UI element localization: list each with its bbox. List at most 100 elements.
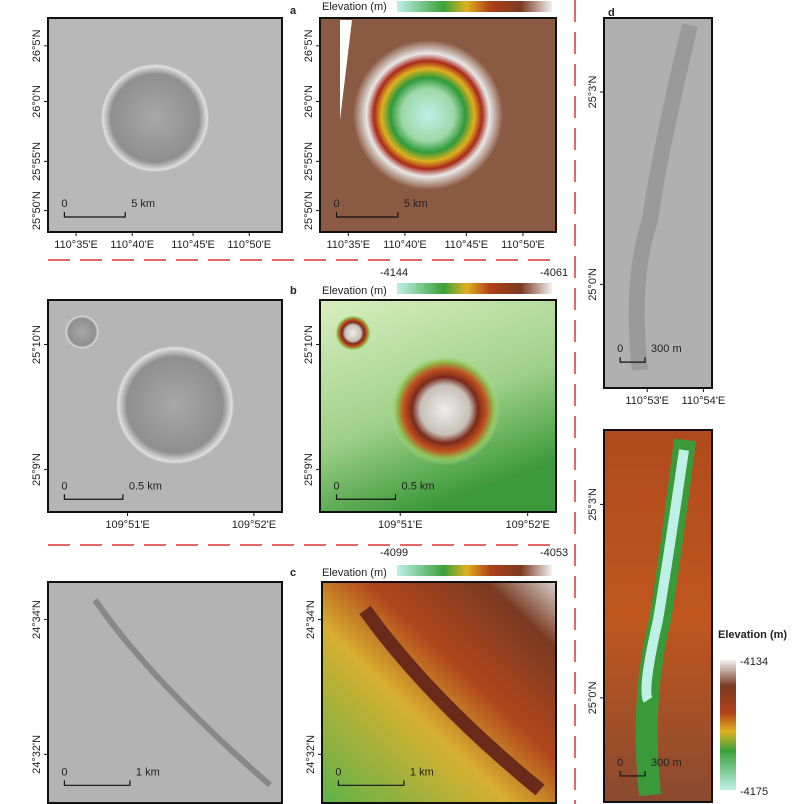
lon-tick-label: 109°52'E	[505, 519, 549, 531]
lat-tick-label: 25°9'N	[31, 453, 43, 486]
frame	[47, 581, 283, 804]
colorbar	[397, 565, 552, 576]
lat-tick-label: 25°50'N	[303, 191, 315, 230]
panel-label: d	[608, 7, 615, 19]
lat-tick-label: 25°50'N	[31, 191, 43, 230]
lat-tick-label: 24°34'N	[31, 600, 43, 639]
lon-tick-label: 110°50'E	[227, 239, 271, 251]
panel-b: b Elevation (m) -4099 -4053	[47, 283, 568, 559]
crater	[65, 315, 99, 349]
lon-tick-label: 110°45'E	[171, 239, 215, 251]
lon-tick-label: 110°45'E	[445, 239, 489, 251]
crater	[335, 315, 371, 351]
panel-label: a	[290, 5, 297, 17]
frame	[319, 17, 557, 233]
crater	[390, 355, 500, 465]
scale-label: 0	[617, 757, 623, 769]
colorbar-title: Elevation (m)	[322, 285, 387, 297]
scale-label: 0	[61, 480, 67, 492]
lat-tick-label: 25°0'N	[587, 268, 599, 301]
scale-bar	[619, 770, 646, 777]
lat-tick-label: 25°3'N	[587, 76, 599, 109]
frame	[319, 299, 557, 513]
lat-tick-label: 24°32'N	[31, 735, 43, 774]
lat-tick-label: 25°0'N	[587, 681, 599, 714]
panel-d: d Elevation (m) -4134 -4175	[603, 7, 787, 803]
colorbar-min: -4175	[740, 786, 768, 798]
scale-label: 0	[61, 198, 67, 210]
channel-floor	[641, 449, 689, 703]
panel-c: c Elevation (m)	[47, 565, 557, 804]
scale-label: 0	[333, 198, 339, 210]
lat-tick-label: 26°5'N	[31, 29, 43, 62]
colorbar	[397, 283, 552, 294]
lat-tick-label: 25°3'N	[587, 488, 599, 521]
lon-tick-label: 110°50'E	[501, 239, 545, 251]
lon-tick-label: 110°54'E	[682, 395, 726, 407]
scale-bar	[335, 494, 397, 500]
scale-bar	[63, 494, 124, 500]
lat-tick-label: 25°9'N	[303, 453, 315, 486]
frame	[603, 429, 713, 803]
panel-label: b	[290, 285, 297, 297]
lon-tick-label: 110°40'E	[383, 239, 427, 251]
crater	[353, 40, 503, 190]
scale-label: 0.5 km	[129, 480, 162, 492]
lon-tick-label: 109°51'E	[105, 519, 149, 531]
scale-label: 0	[335, 766, 341, 778]
scale-label: 5 km	[131, 198, 155, 210]
lat-tick-label: 25°55'N	[31, 142, 43, 181]
colorbar-title: Elevation (m)	[322, 567, 387, 579]
channel	[92, 598, 272, 788]
lat-tick-label: 24°34'N	[305, 600, 317, 639]
colorbar-max: -4053	[540, 547, 568, 559]
scale-bar	[63, 212, 126, 218]
crater	[115, 345, 235, 465]
lon-tick-label: 110°40'E	[110, 239, 154, 251]
scale-label: 1 km	[410, 766, 434, 778]
colorbar-min: -4144	[380, 267, 408, 279]
frame	[321, 581, 557, 804]
colorbar-max: -4061	[540, 267, 568, 279]
nodata	[340, 20, 352, 120]
image-map	[48, 582, 282, 803]
colorbar	[720, 660, 736, 790]
frame	[603, 17, 713, 389]
panel-a: a Elevation (m) -4144 -4061	[47, 1, 568, 279]
scale-label: 300 m	[651, 757, 682, 769]
lat-tick-label: 25°10'N	[31, 325, 43, 364]
scale-label: 0	[61, 766, 67, 778]
scale-bar	[335, 212, 399, 218]
colorbar-title: Elevation (m)	[718, 629, 787, 641]
frame	[47, 299, 283, 513]
panel-label: c	[290, 567, 296, 579]
scale-bar	[63, 780, 131, 786]
lat-tick-label: 26°0'N	[31, 85, 43, 118]
lon-tick-label: 110°35'E	[327, 239, 371, 251]
colorbar-title: Elevation (m)	[322, 1, 387, 13]
lon-tick-label: 109°51'E	[378, 519, 422, 531]
lat-tick-label: 26°0'N	[303, 85, 315, 118]
crater	[100, 63, 210, 173]
colorbar-min: -4099	[380, 547, 408, 559]
lat-tick-label: 25°55'N	[303, 142, 315, 181]
lon-tick-label: 110°53'E	[625, 395, 669, 407]
colorbar	[397, 1, 552, 12]
scale-label: 1 km	[136, 766, 160, 778]
scale-label: 300 m	[651, 343, 682, 355]
scale-label: 0.5 km	[402, 480, 435, 492]
colorbar-max: -4134	[740, 656, 768, 668]
frame	[47, 17, 283, 233]
lat-tick-label: 25°10'N	[303, 325, 315, 364]
scale-bar	[337, 780, 405, 786]
scale-label: 5 km	[404, 198, 428, 210]
scale-label: 0	[617, 343, 623, 355]
lon-tick-label: 109°52'E	[232, 519, 276, 531]
lat-tick-label: 24°32'N	[305, 735, 317, 774]
channel	[628, 23, 698, 371]
lat-tick-label: 26°5'N	[303, 29, 315, 62]
scale-bar	[619, 357, 646, 363]
